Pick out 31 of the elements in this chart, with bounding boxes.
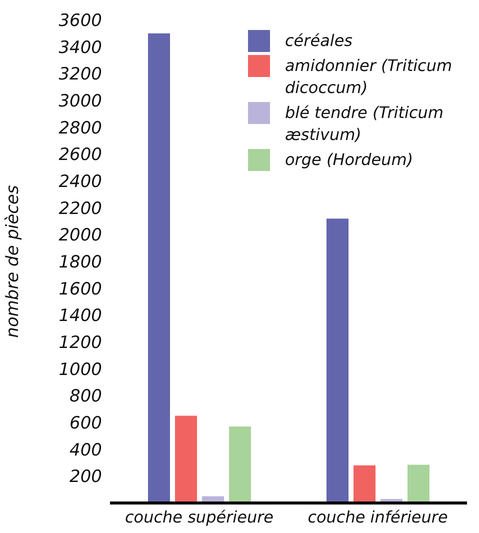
bar [175, 416, 197, 503]
y-tick-label: 3600 [58, 11, 102, 32]
legend-label: amidonnier (Triticum dicoccum) [285, 55, 454, 99]
y-tick-label: 800 [70, 386, 102, 407]
y-tick-label: 2200 [58, 198, 102, 219]
bar [408, 464, 430, 503]
y-tick-label: 3400 [58, 38, 102, 58]
y-tick-label: 1400 [58, 306, 102, 326]
y-tick-label: 3000 [58, 92, 102, 112]
legend-label: orge (Hordeum) [285, 149, 414, 171]
y-tick-label: 3200 [58, 64, 102, 85]
y-tick-label: 600 [70, 414, 102, 434]
y-tick-label: 2000 [58, 226, 102, 246]
y-tick-label: 2400 [58, 172, 102, 192]
y-tick-label: 400 [70, 440, 102, 460]
y-tick-label: 200 [70, 467, 102, 488]
bar [354, 465, 376, 503]
legend-label: blé tendre (Triticum æstivum) [285, 102, 444, 146]
bar [148, 33, 170, 503]
bar [326, 218, 348, 503]
y-tick-label: 2600 [58, 145, 102, 166]
legend-label: céréales [285, 30, 354, 52]
x-tick-label: couche supérieure [125, 507, 274, 526]
y-axis-title: nombre de pièces [3, 185, 24, 338]
y-tick-label: 1000 [58, 360, 102, 380]
y-tick-label: 1600 [58, 279, 102, 300]
bar [229, 426, 251, 503]
x-tick-label: couche inférieure [308, 507, 448, 526]
y-tick-label: 1800 [58, 252, 102, 273]
y-tick-label: 1200 [58, 333, 102, 354]
y-tick-label: 2800 [58, 118, 102, 138]
